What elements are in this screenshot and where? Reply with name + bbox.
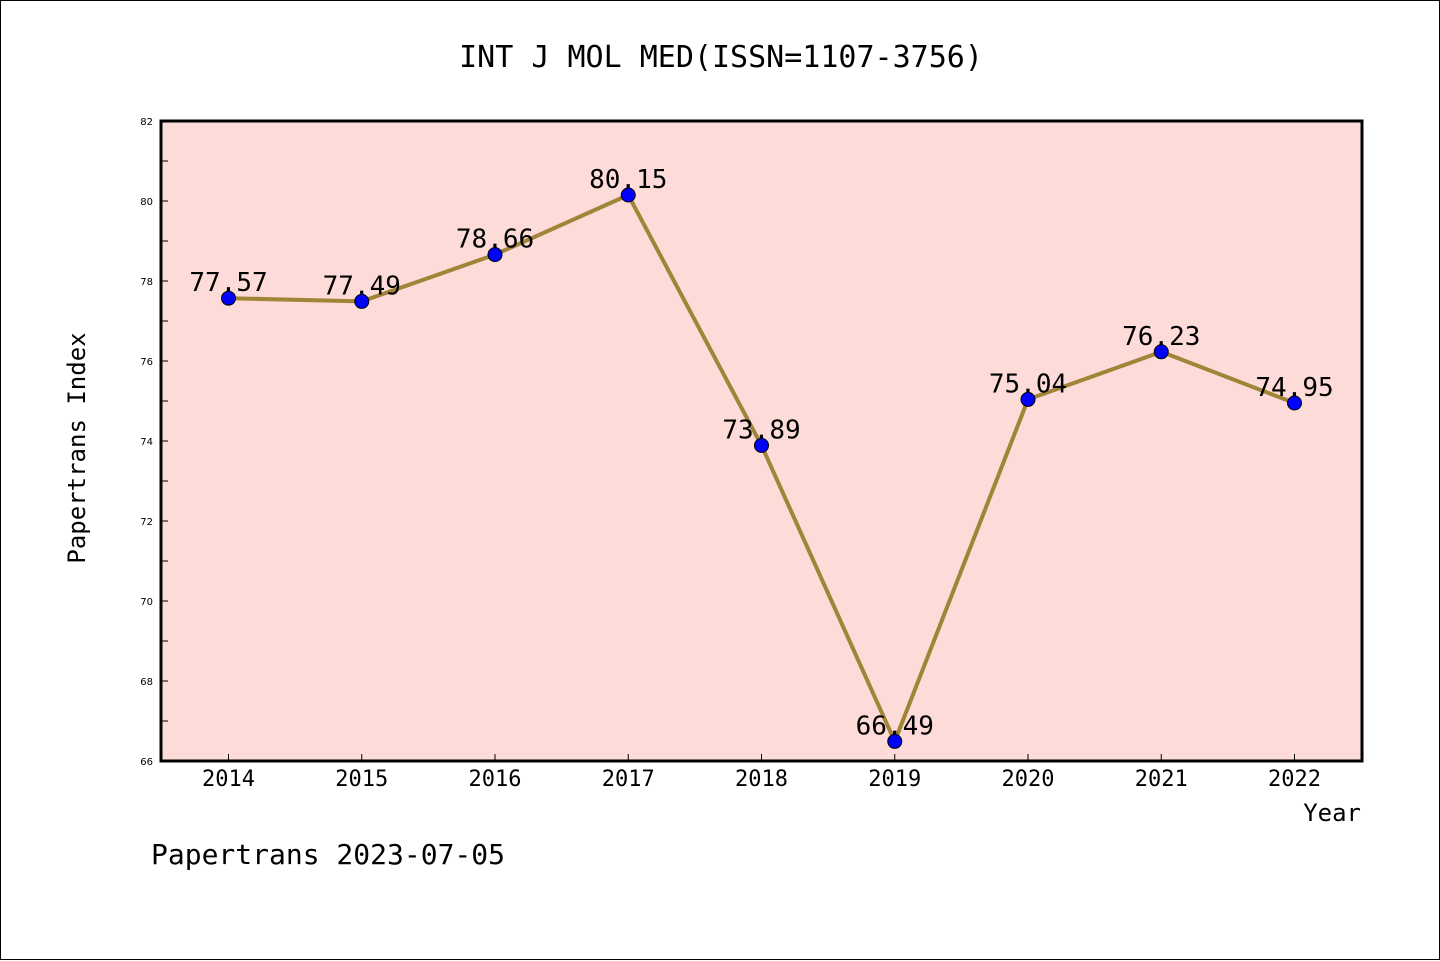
y-tick-label: 68 [140,677,153,688]
chart-title: INT J MOL MED(ISSN=1107-3756) [459,40,983,75]
x-tick-label: 2022 [1268,767,1321,792]
data-label: 77.49 [323,271,401,301]
x-tick-label: 2016 [469,767,522,792]
data-label: 74.95 [1255,373,1333,403]
data-label: 77.57 [189,268,267,298]
x-tick-label: 2015 [335,767,388,792]
data-point [620,187,636,203]
data-point [354,293,370,309]
x-tick-label: 2017 [602,767,655,792]
y-tick-label: 78 [140,277,153,288]
data-point [887,733,903,749]
footer-note: Papertrans 2023-07-05 [151,838,505,871]
data-label: 73.89 [722,415,800,445]
y-tick-label: 76 [140,357,153,368]
data-point [221,290,236,306]
x-axis-ticks: 2014 2015 2016 2017 2018 2019 2020 2021 2022 [202,754,1321,792]
y-tick-label: 66 [140,757,153,768]
x-tick-label: 2021 [1135,767,1188,792]
y-tick-label: 72 [140,517,153,528]
data-point [1020,391,1036,407]
x-tick-label: 2020 [1002,767,1055,792]
data-label: 78.66 [456,225,534,255]
data-point [1287,395,1302,411]
x-tick-label: 2019 [868,767,921,792]
data-point [487,247,503,263]
y-tick-label: 70 [140,597,153,608]
x-tick-label: 2018 [735,767,788,792]
data-points [221,187,1302,749]
data-label: 66.49 [856,711,934,741]
data-point [1153,344,1169,360]
data-label: 76.23 [1122,322,1200,352]
x-axis-label: Year [1303,799,1361,827]
data-label: 75.04 [989,369,1067,399]
data-label: 80.15 [589,165,667,195]
plot-border [159,119,1364,763]
data-labels: 77.57 77.49 78.66 80.15 73.89 66.49 75.04 76.23… [189,165,1333,741]
y-tick-label: 82 [140,117,153,128]
y-axis-label: Papertrans Index [63,332,91,563]
data-point [754,437,769,453]
y-tick-label: 80 [140,197,153,208]
y-tick-label: 74 [140,437,153,448]
x-tick-label: 2014 [202,767,255,792]
